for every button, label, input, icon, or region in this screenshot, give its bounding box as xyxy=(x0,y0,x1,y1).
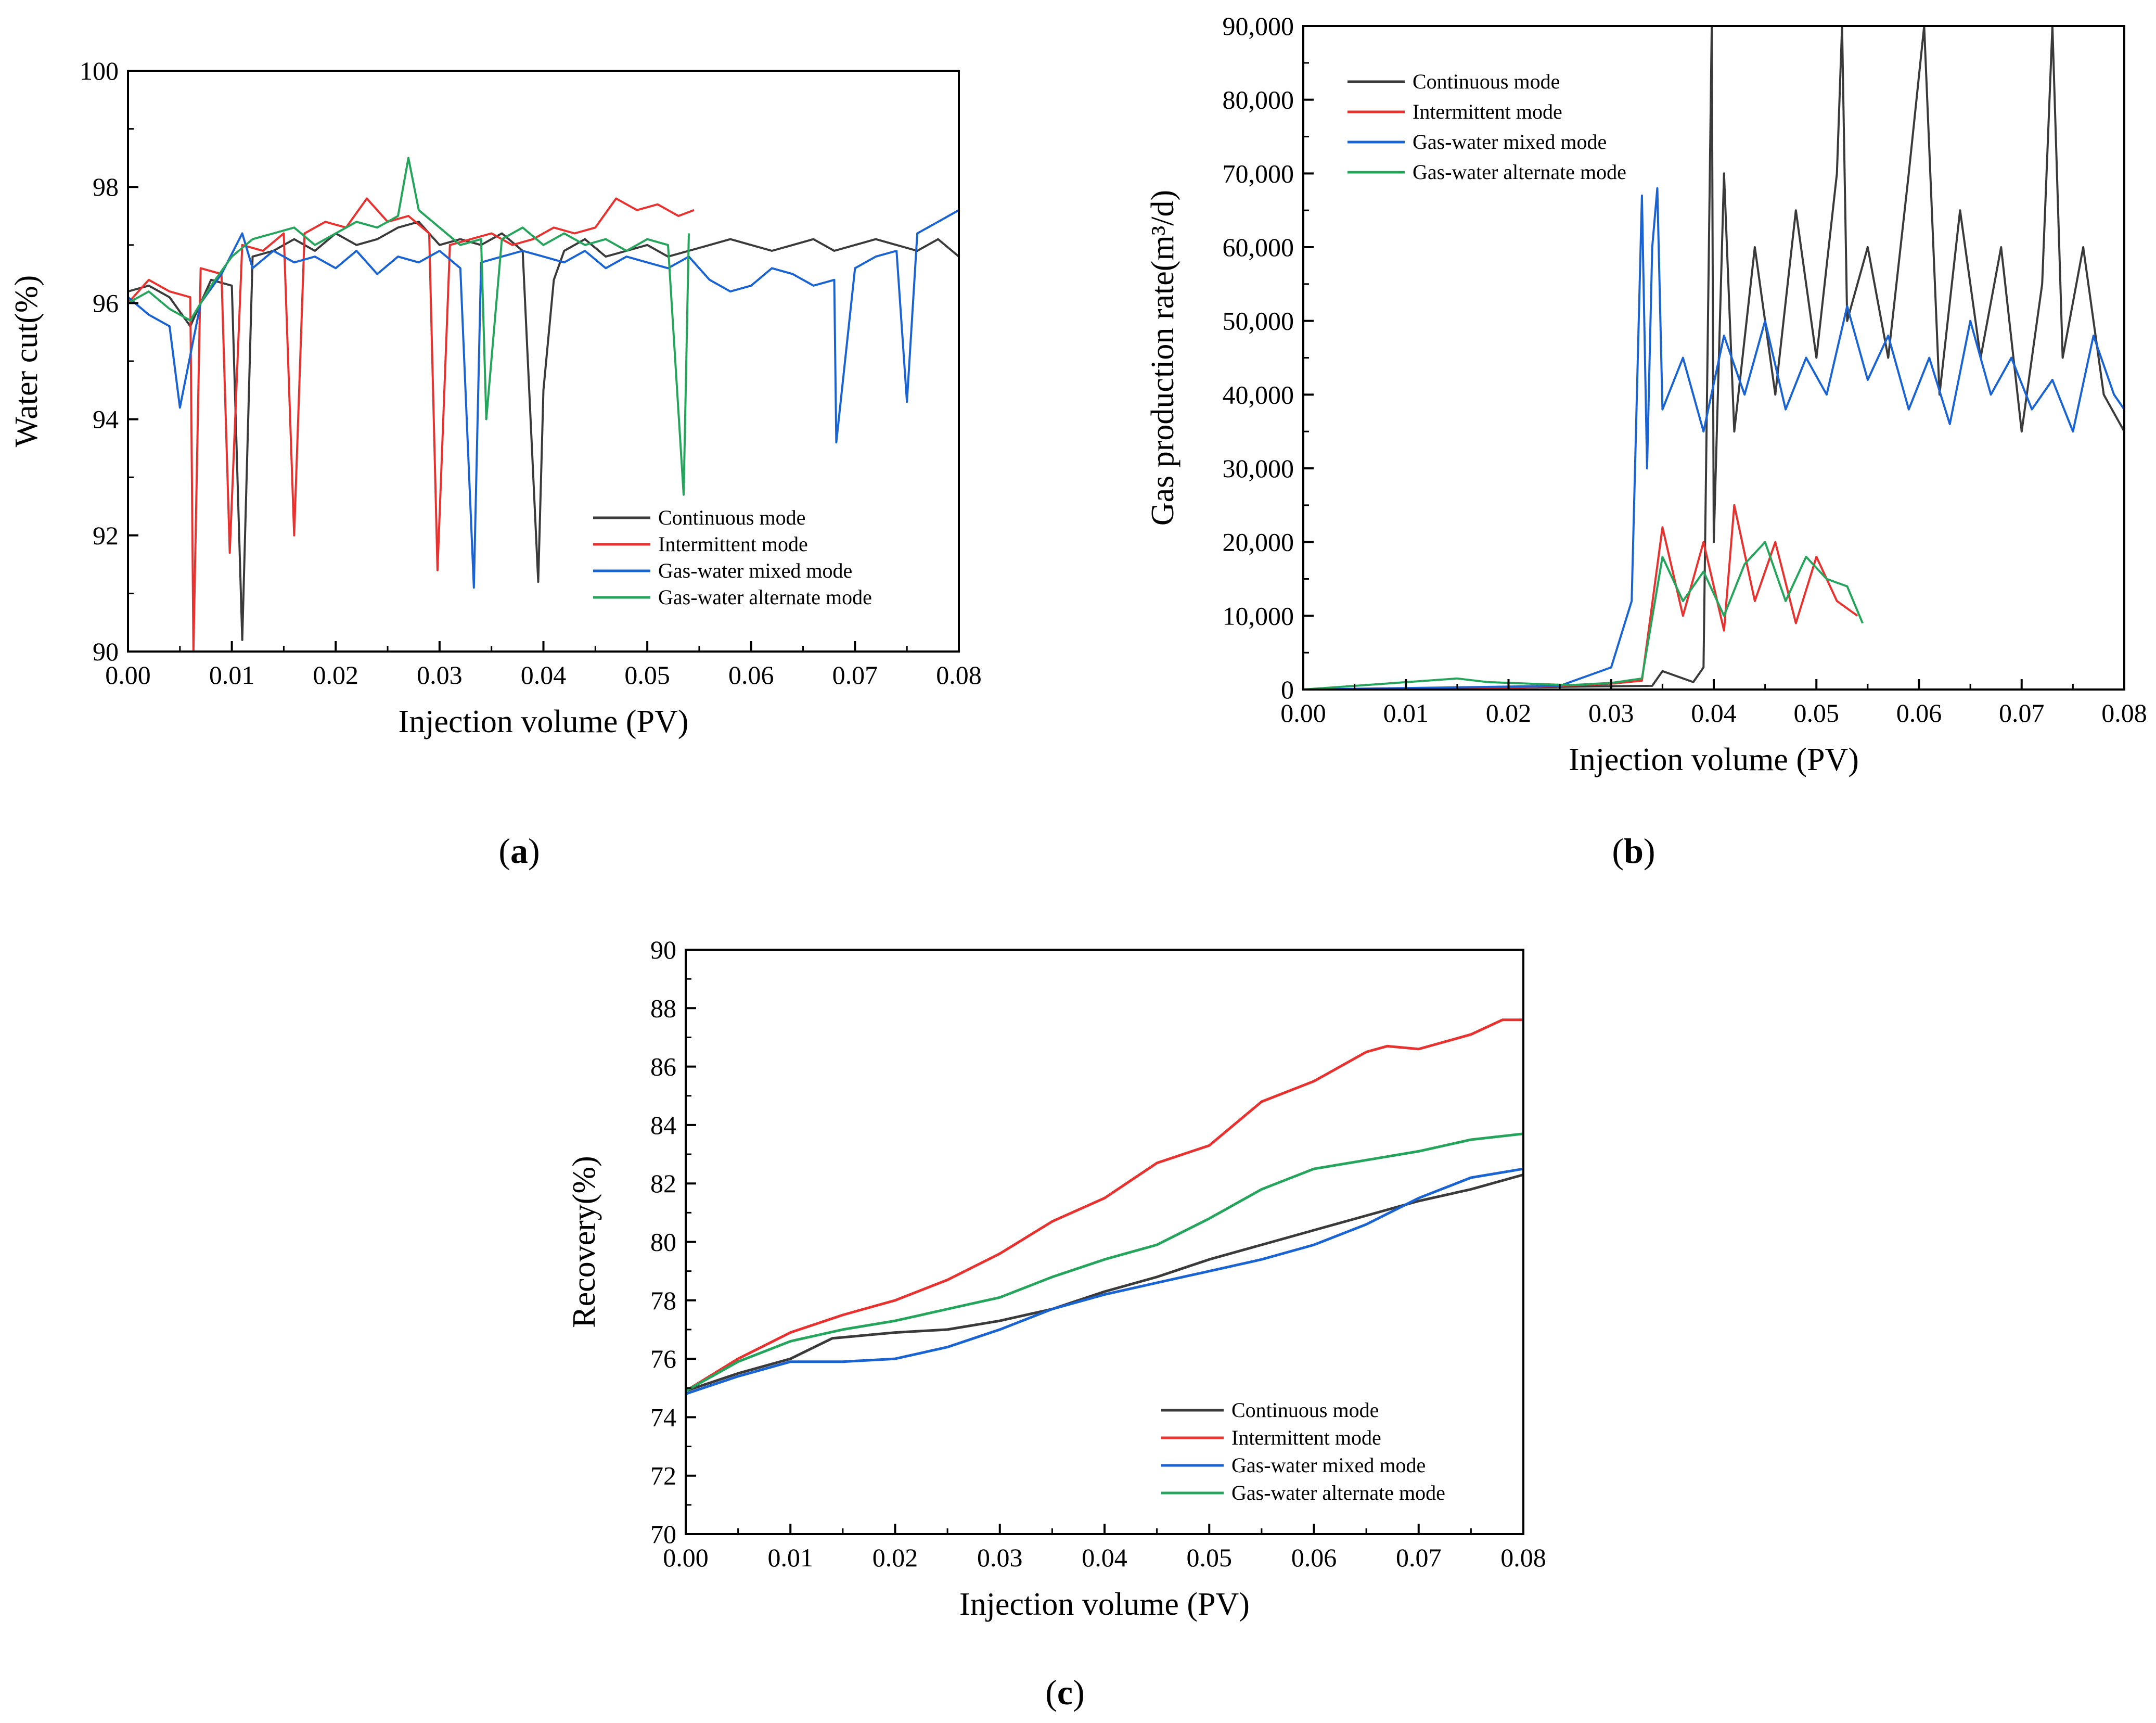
x-tick-label: 0.03 xyxy=(417,660,463,690)
series-line-alternate xyxy=(128,157,690,496)
x-tick-label: 0.07 xyxy=(1999,698,2045,728)
y-tick-label: 20,000 xyxy=(1223,528,1294,557)
legend-label: Intermittent mode xyxy=(1413,100,1562,123)
x-tick-label: 0.03 xyxy=(1588,698,1634,728)
y-tick-label: 82 xyxy=(650,1169,676,1198)
y-tick-label: 70 xyxy=(650,1520,676,1549)
x-tick-label: 0.04 xyxy=(521,660,567,690)
x-tick-label: 0.01 xyxy=(209,660,255,690)
panel-c-recovery-chart: 0.00 0.01 0.02 0.03 0.04 0.05 0.06 0.07 0.08 70 72… xyxy=(567,935,1546,1712)
y-tick-label: 96 xyxy=(93,288,119,317)
legend-label: Continuous mode xyxy=(1231,1398,1379,1422)
y-tick-label: 98 xyxy=(93,172,119,201)
series-line-mixed xyxy=(1303,187,2124,690)
panel-caption: (b) xyxy=(1612,831,1655,871)
x-tick-label: 0.08 xyxy=(2101,698,2147,728)
y-tick-label: 80,000 xyxy=(1223,85,1294,114)
y-tick-label: 84 xyxy=(650,1111,676,1140)
y-tick-label: 88 xyxy=(650,993,676,1023)
x-tick-label: 0.05 xyxy=(1794,698,1840,728)
y-axis-title: Recovery(%) xyxy=(567,1156,602,1328)
x-tick-label: 0.00 xyxy=(663,1543,709,1572)
legend-label: Continuous mode xyxy=(1413,70,1560,93)
x-tick-label: 0.06 xyxy=(1896,698,1942,728)
y-tick-label: 92 xyxy=(93,521,119,550)
x-axis-title: Injection volume (PV) xyxy=(399,704,689,739)
panel-b-gas-production-chart: 0.00 0.01 0.02 0.03 0.04 0.05 0.06 0.07 0.08 0 10,… xyxy=(1145,11,2147,871)
series-line-continuous xyxy=(1303,26,2124,690)
legend-label: Gas-water alternate mode xyxy=(1231,1481,1445,1504)
y-tick-label: 0 xyxy=(1281,675,1294,704)
y-tick-label: 90 xyxy=(93,637,119,666)
x-tick-label: 0.02 xyxy=(872,1543,918,1572)
y-tick-label: 90,000 xyxy=(1223,11,1294,41)
y-tick-label: 10,000 xyxy=(1223,601,1294,630)
y-axis-title: Water cut(%) xyxy=(9,275,44,448)
x-tick-label: 0.08 xyxy=(936,660,982,690)
x-tick-label: 0.00 xyxy=(1280,698,1326,728)
x-tick-label: 0.06 xyxy=(728,660,774,690)
series-line-mixed xyxy=(128,209,959,589)
y-tick-label: 70,000 xyxy=(1223,159,1294,188)
x-tick-label: 0.05 xyxy=(1187,1543,1233,1572)
panel-caption-letter: b xyxy=(1624,831,1644,871)
y-tick-label: 94 xyxy=(93,405,119,434)
legend-label: Intermittent mode xyxy=(658,532,808,556)
y-axis-title: Gas production rate(m³/d) xyxy=(1145,190,1180,526)
x-tick-label: 0.04 xyxy=(1691,698,1737,728)
y-tick-label: 74 xyxy=(650,1402,676,1432)
panel-caption: (c) xyxy=(1045,1673,1085,1712)
x-tick-label: 0.04 xyxy=(1082,1543,1127,1572)
series-line-mixed xyxy=(686,1167,1523,1395)
x-tick-label: 0.08 xyxy=(1500,1543,1546,1572)
legend-label: Gas-water mixed mode xyxy=(1413,130,1607,154)
legend-label: Gas-water alternate mode xyxy=(658,585,872,609)
x-tick-label: 0.01 xyxy=(1383,698,1429,728)
y-tick-label: 76 xyxy=(650,1344,676,1373)
y-tick-label: 78 xyxy=(650,1286,676,1315)
legend-label: Gas-water mixed mode xyxy=(1231,1453,1426,1477)
legend-label: Intermittent mode xyxy=(1231,1426,1381,1449)
y-tick-label: 40,000 xyxy=(1223,380,1294,409)
y-tick-label: 90 xyxy=(650,935,676,964)
x-tick-label: 0.07 xyxy=(1396,1543,1442,1572)
series-line-continuous xyxy=(128,221,959,641)
legend-label: Continuous mode xyxy=(658,506,805,529)
y-tick-label: 72 xyxy=(650,1461,676,1490)
y-tick-label: 30,000 xyxy=(1223,454,1294,483)
x-axis-title: Injection volume (PV) xyxy=(1569,742,1859,777)
x-tick-label: 0.01 xyxy=(768,1543,814,1572)
legend-label: Gas-water mixed mode xyxy=(658,559,852,582)
x-tick-label: 0.02 xyxy=(313,660,359,690)
x-axis-title: Injection volume (PV) xyxy=(959,1587,1250,1622)
series-line-intermittent xyxy=(686,1018,1523,1393)
legend-label: Gas-water alternate mode xyxy=(1413,160,1626,184)
panel-caption-letter: c xyxy=(1057,1673,1073,1712)
x-tick-label: 0.00 xyxy=(105,660,151,690)
y-tick-label: 100 xyxy=(80,56,119,85)
x-tick-label: 0.02 xyxy=(1486,698,1532,728)
panel-caption: (a) xyxy=(498,831,540,871)
y-tick-label: 60,000 xyxy=(1223,233,1294,262)
panel-caption-letter: a xyxy=(510,831,528,871)
panel-a-water-cut-chart: 0.00 0.01 0.02 0.03 0.04 0.05 0.06 0.07 0.08 90 92… xyxy=(9,56,982,871)
series-line-alternate xyxy=(1303,541,1864,690)
y-tick-label: 80 xyxy=(650,1228,676,1257)
series-line-continuous xyxy=(686,1173,1523,1393)
x-tick-label: 0.06 xyxy=(1291,1543,1337,1572)
x-tick-label: 0.07 xyxy=(832,660,878,690)
y-tick-label: 86 xyxy=(650,1052,676,1081)
x-tick-label: 0.05 xyxy=(624,660,670,690)
series-line-intermittent xyxy=(1303,504,1858,690)
x-tick-label: 0.03 xyxy=(977,1543,1023,1572)
y-tick-label: 50,000 xyxy=(1223,307,1294,336)
series-line-alternate xyxy=(686,1132,1523,1393)
plot-frame xyxy=(685,949,1524,1535)
